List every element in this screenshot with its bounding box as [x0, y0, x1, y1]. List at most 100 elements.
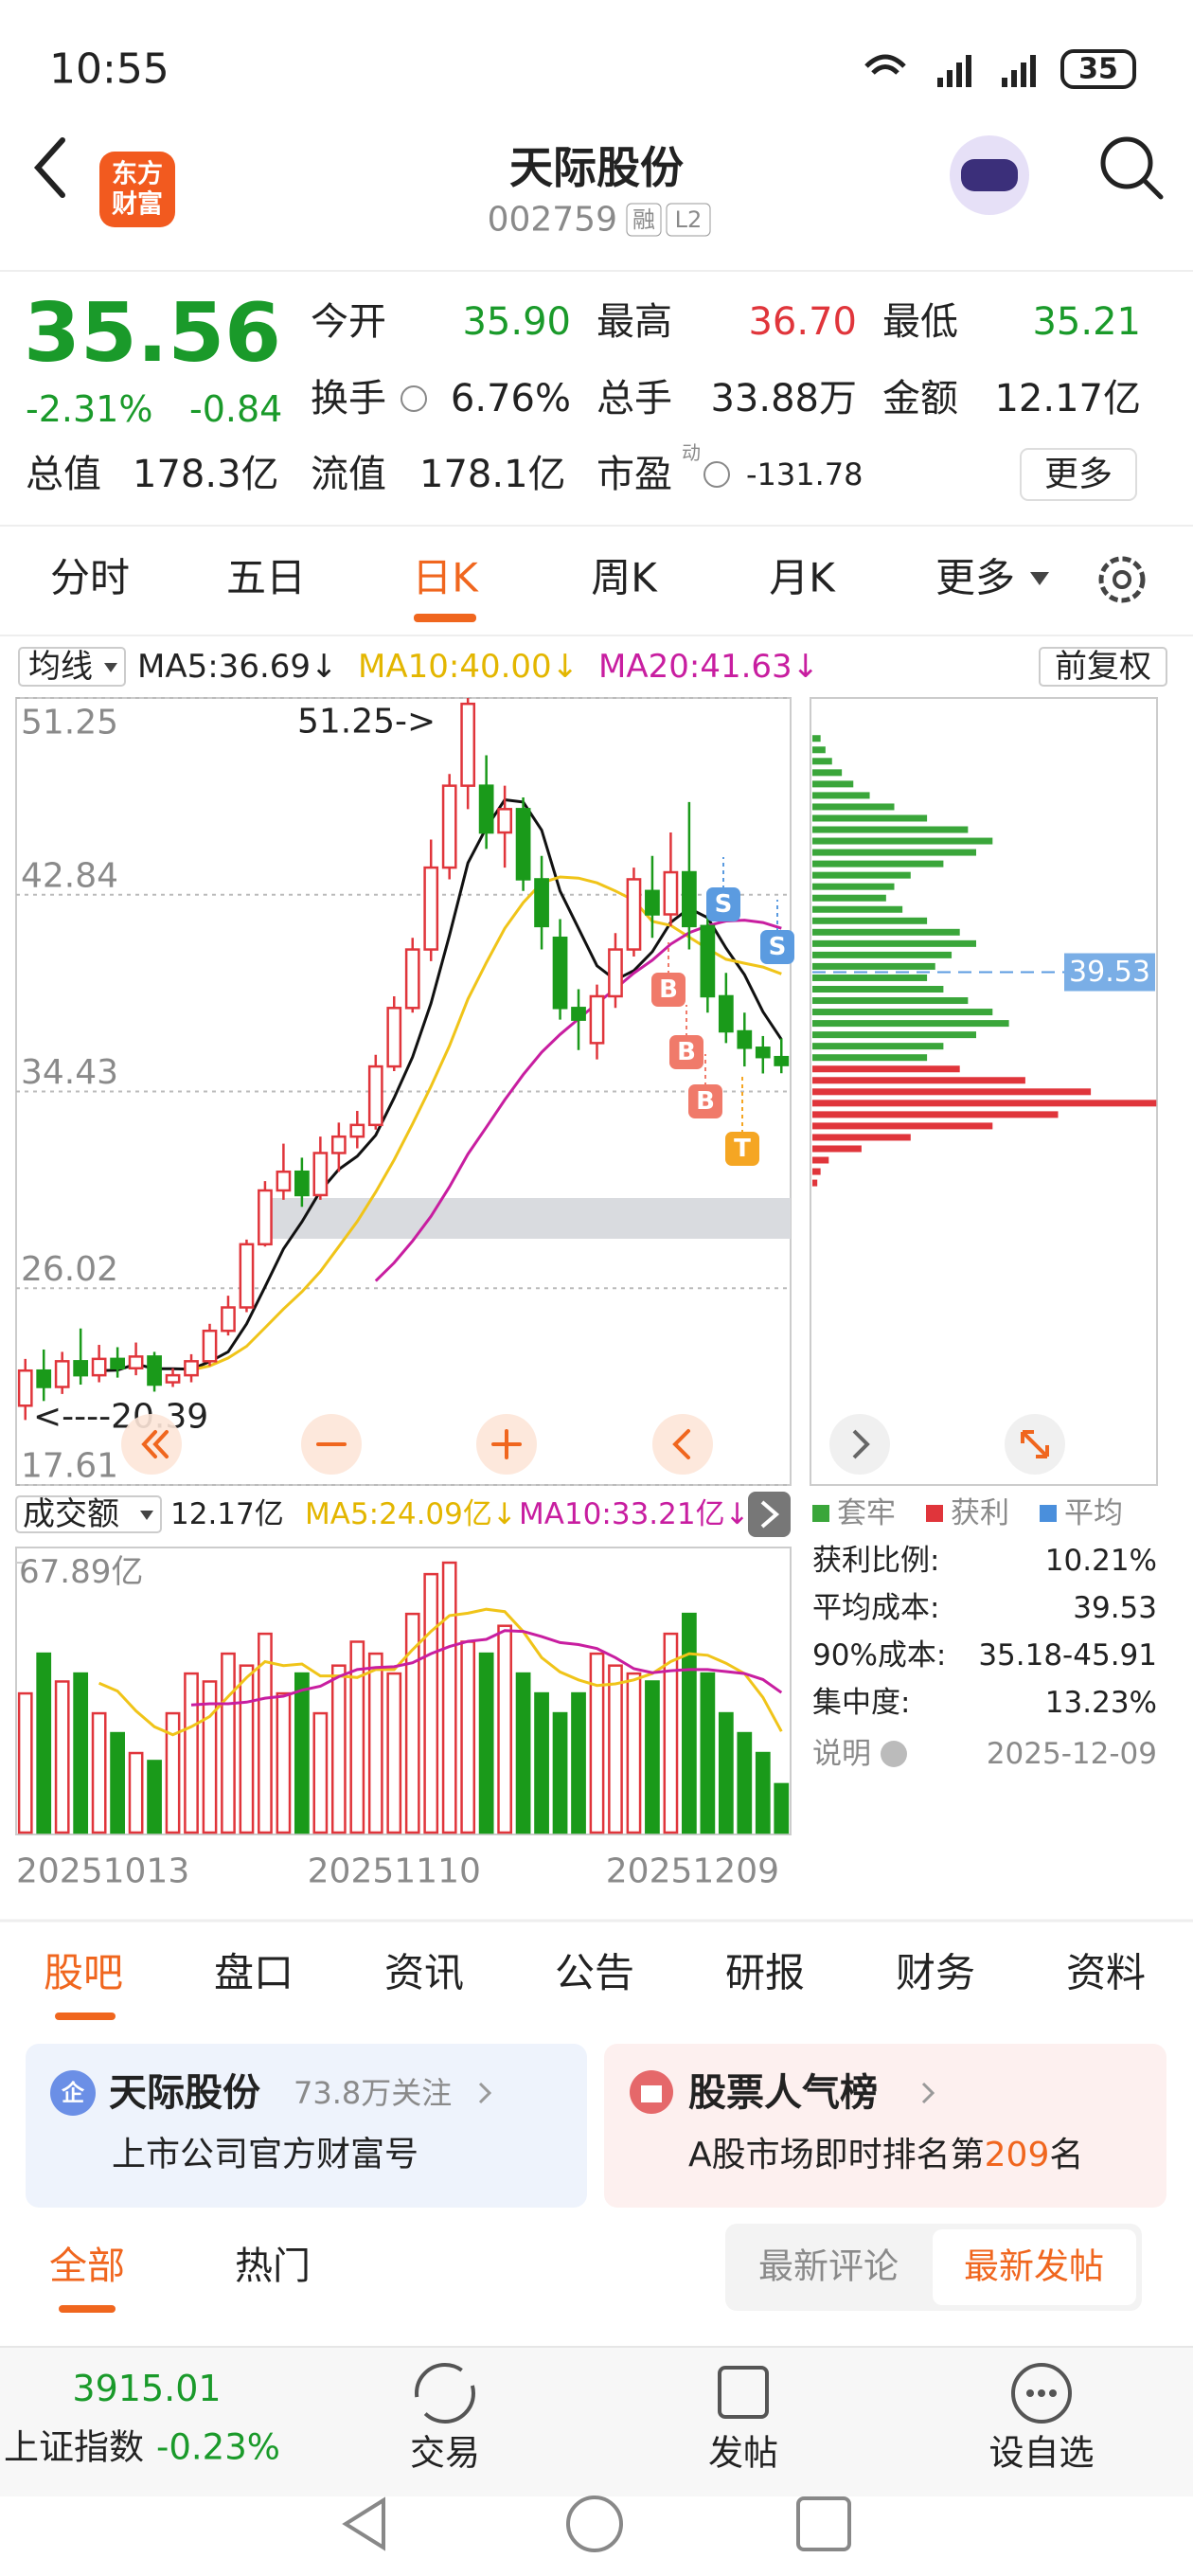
chip-bar [812, 894, 886, 902]
chip-bar [812, 746, 826, 754]
chip-frame [810, 697, 1158, 1486]
signal-bar [1011, 70, 1017, 87]
chip-bar [812, 905, 903, 913]
candle-body [239, 1243, 255, 1309]
candle-body [700, 924, 716, 998]
dot [1038, 2389, 1045, 2397]
settings-core [1113, 570, 1131, 589]
signal-label: S [715, 890, 733, 919]
nav-item[interactable]: 发帖 [708, 2433, 778, 2474]
status-time: 10:55 [49, 45, 169, 94]
signal-label: B [677, 1038, 696, 1066]
content-tab[interactable]: 资料 [1066, 1950, 1146, 1996]
stock-code: 002759 [488, 201, 617, 240]
signal-marker [651, 973, 686, 1007]
y-tick-label: 26.02 [21, 1250, 118, 1289]
candle-body [534, 878, 549, 928]
pe-tag: 动 [682, 441, 701, 464]
trade-icon [415, 2363, 475, 2424]
ma-legend: MA5:36.69↓ [137, 648, 338, 686]
signal-label: B [659, 975, 678, 1004]
more-button-text[interactable]: 更多 [1044, 456, 1113, 494]
content-tab[interactable]: 股吧 [44, 1950, 123, 1996]
volume-ma-line [98, 1607, 783, 1737]
signal-bar [947, 70, 953, 87]
card-subtitle: 上市公司官方财富号 [112, 2136, 418, 2174]
period-tab[interactable]: 分时 [50, 555, 130, 601]
volume-bar [460, 1640, 476, 1834]
volume-bar [165, 1711, 181, 1834]
volume-bar [478, 1652, 494, 1834]
settings-button[interactable] [1098, 556, 1146, 603]
stat-value: 10.21% [1045, 1544, 1157, 1578]
sort-option[interactable]: 最新发帖 [964, 2246, 1104, 2287]
chip-bar [812, 1031, 976, 1039]
volume-bar [73, 1672, 89, 1834]
volume-bar [330, 1664, 347, 1834]
candle-body [718, 994, 734, 1033]
chip-bar [812, 974, 928, 981]
collapse-button[interactable] [748, 1492, 791, 1537]
volume-bar [718, 1711, 734, 1834]
badge-text: L2 [675, 206, 703, 233]
chart-control[interactable] [829, 1414, 890, 1475]
subtitle-part: A股市场即时排名第 [688, 2136, 985, 2174]
period-tab[interactable]: 日K [412, 555, 479, 601]
content-tab[interactable]: 财务 [896, 1950, 975, 1996]
search-button[interactable] [1100, 136, 1153, 189]
candle-body [571, 1007, 586, 1021]
company-icon-text: 企 [62, 2080, 85, 2106]
y-tick-label: 42.84 [21, 856, 118, 895]
field-value: 35.90 [462, 300, 571, 344]
volume-selector[interactable] [15, 1495, 162, 1533]
chip-bar [812, 917, 928, 924]
ma-selector[interactable] [18, 647, 126, 687]
signal-bar [956, 63, 962, 87]
battery [1060, 49, 1136, 89]
ranking-card[interactable] [604, 2044, 1166, 2208]
feed-tab[interactable]: 全部 [49, 2245, 125, 2288]
company-card[interactable] [26, 2044, 587, 2208]
index-change: -0.23% [156, 2427, 280, 2468]
y-tick-label: 51.25 [21, 704, 118, 742]
legend-label: 获利 [951, 1496, 1009, 1530]
period-tab[interactable]: 月K [769, 555, 836, 601]
sort-option[interactable]: 最新评论 [758, 2246, 899, 2287]
chart-control[interactable] [652, 1414, 713, 1475]
back-button[interactable] [33, 137, 65, 198]
volume-title[interactable]: 成交额 [23, 1495, 119, 1533]
candle-body [497, 808, 512, 834]
chip-bar [812, 1111, 1059, 1118]
stat-value: 35.18-45.91 [978, 1638, 1157, 1673]
volume-bar [276, 1691, 292, 1834]
legend-swatch [926, 1505, 943, 1522]
content-tab[interactable]: 盘口 [214, 1950, 294, 1996]
subtitle-part: 名 [1049, 2136, 1083, 2174]
more-icon [1011, 2363, 1072, 2424]
period-tab[interactable]: 更多 [935, 555, 1015, 601]
ma-selector-text[interactable]: 均线 [28, 648, 93, 686]
period-tab[interactable]: 周K [591, 555, 658, 601]
more-button[interactable] [1020, 448, 1137, 501]
content-tab[interactable]: 公告 [555, 1950, 634, 1996]
period-tab[interactable]: 五日 [226, 555, 306, 601]
signal-marker [725, 1132, 759, 1166]
feed-tab[interactable]: 热门 [235, 2245, 311, 2288]
candle-body [36, 1368, 52, 1388]
candle-body [91, 1357, 107, 1377]
adjust-text[interactable]: 前复权 [1055, 648, 1151, 686]
active-tab-indicator [414, 614, 476, 622]
nav-item[interactable]: 设自选 [989, 2433, 1095, 2474]
candle-body [73, 1360, 89, 1377]
chip-bar [812, 849, 976, 856]
field-label: 最高 [596, 300, 672, 344]
adjust-button[interactable] [1039, 647, 1167, 687]
candle-body [367, 1064, 383, 1127]
candle-body [110, 1357, 125, 1369]
content-tab[interactable]: 资讯 [384, 1950, 464, 1996]
bottom-nav [0, 2347, 1193, 2496]
content-tab[interactable]: 研报 [725, 1950, 805, 1996]
chart-control[interactable] [121, 1414, 182, 1475]
field-value: 35.21 [1032, 300, 1141, 344]
nav-item[interactable]: 交易 [410, 2433, 480, 2474]
